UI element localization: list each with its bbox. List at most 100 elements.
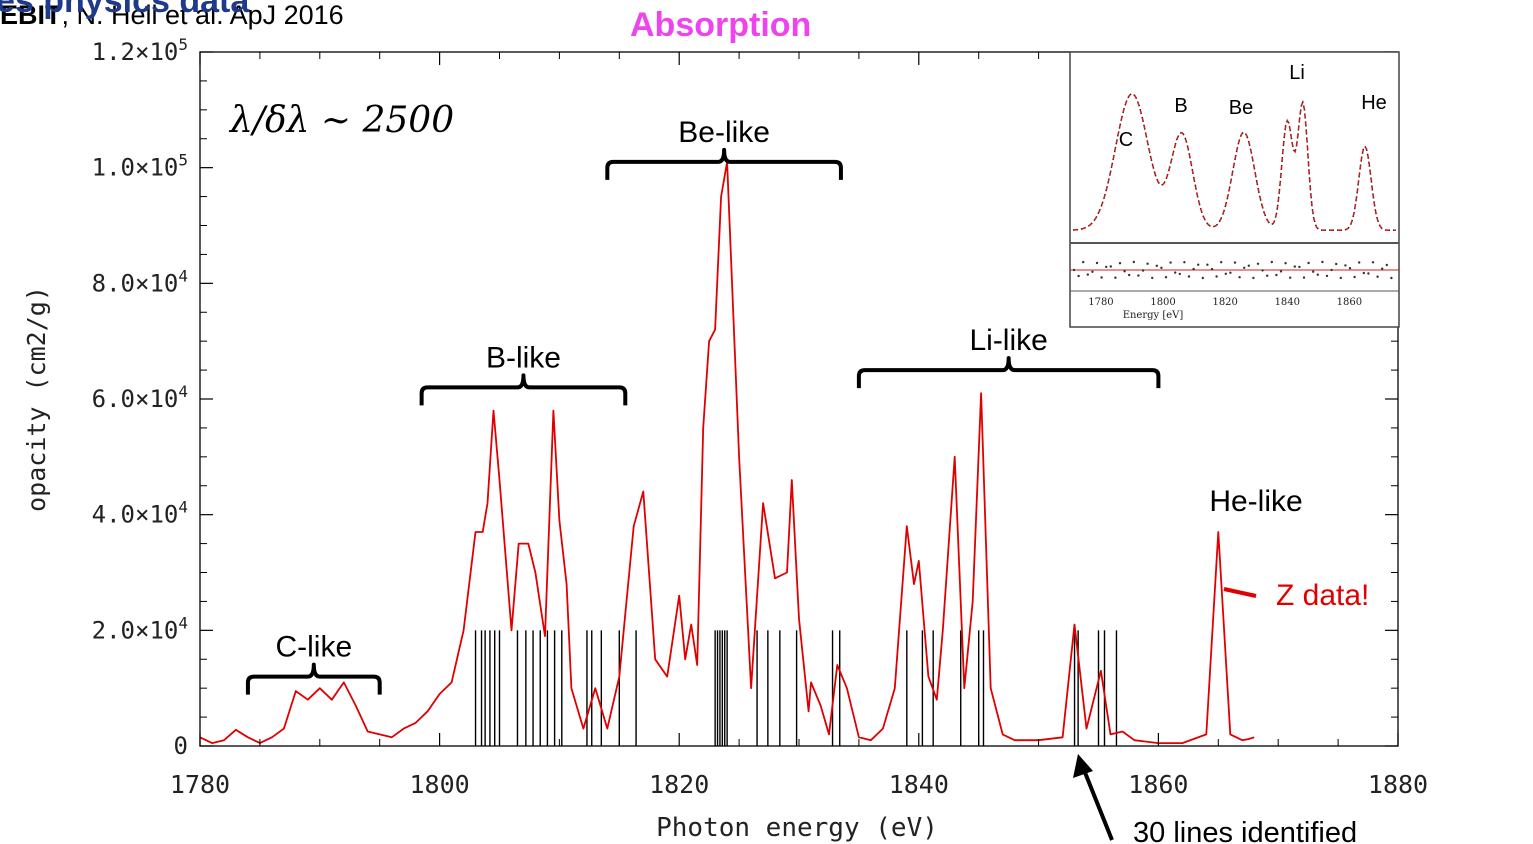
inset-residual-point [1367, 272, 1370, 275]
inset-residual-point [1123, 270, 1126, 273]
inset-residual-point [1210, 267, 1214, 271]
y-tick-label: 8.0×104 [92, 266, 188, 297]
y-tick-label: 6.0×104 [92, 382, 188, 413]
ion-bracket [419, 373, 628, 406]
inset-residual-point [1187, 275, 1191, 278]
inset-peak-label: B [1174, 95, 1187, 117]
inset-residual-point [1385, 263, 1389, 267]
inset-residual-point [1155, 264, 1159, 267]
inset-residual-point [1243, 266, 1246, 269]
inset-residual-point [1077, 274, 1080, 278]
inset-residual-point [1266, 274, 1269, 277]
inset-residual-point [1362, 271, 1366, 275]
inset-residual-point [1197, 263, 1200, 266]
inset-residual-point [1321, 260, 1324, 264]
inset-residual-point [1086, 273, 1090, 276]
inset-residual-point [1335, 262, 1338, 266]
x-tick-label: 1840 [889, 770, 949, 799]
y-tick-label: 1.2×105 [92, 35, 188, 66]
inset-residual-point [1325, 274, 1329, 278]
inset-residual-point [1381, 267, 1384, 270]
y-tick-label: 4.0×104 [92, 498, 188, 529]
slide-heading: es physics data [0, 0, 250, 20]
inset-residual-point [1146, 262, 1149, 265]
ion-bracket-label: Be-like [678, 116, 770, 149]
inset-residual-point [1256, 262, 1260, 265]
inset-residual-point [1151, 276, 1154, 280]
inset-residual-point [1312, 270, 1315, 273]
inset-residual-point [1118, 262, 1122, 265]
inset-residual-point [1330, 268, 1333, 272]
inset-residual-point [1390, 276, 1393, 280]
inset-residual-point [1091, 270, 1094, 273]
inset-residual-point [1100, 276, 1103, 279]
citation-source: EBIT [0, 0, 62, 30]
inset-residual-point [1233, 261, 1237, 264]
inset-residual-point [1316, 273, 1320, 276]
inset-residual-point [1284, 262, 1287, 265]
inset-residual-point [1344, 264, 1347, 267]
inset-residual-point [1348, 267, 1352, 270]
citation-reference: , N. Hell et al. ApJ 2016 [61, 0, 344, 30]
inset-residual-point [1132, 260, 1136, 264]
inset-residual-point [1192, 267, 1195, 271]
inset-residual-point [1252, 276, 1255, 280]
inset-residual-point [1072, 268, 1076, 272]
x-axis-label: Photon energy (eV) [656, 813, 938, 843]
inset-residual-point [1247, 264, 1251, 267]
inset-residual-point [1215, 275, 1218, 278]
lines-identified-arrow [1082, 769, 1114, 841]
inset-residual-point [1174, 271, 1177, 274]
inset-residual-point [1141, 269, 1145, 272]
inset-residual-point [1169, 261, 1172, 264]
inset-x-tick-label: 1780 [1088, 297, 1113, 308]
ion-bracket-label: Li-like [969, 324, 1047, 357]
inset-x-axis-label: Energy [eV] [1123, 310, 1184, 321]
x-tick-label: 1780 [170, 770, 230, 799]
inset-residual-point [1137, 274, 1140, 277]
ion-bracket [856, 356, 1161, 389]
inset-residual-point [1178, 272, 1182, 276]
inset-residual-point [1160, 266, 1163, 269]
inset-residual-point [1183, 261, 1186, 264]
inset-residual-point [1201, 276, 1205, 280]
inset-residual-point [1229, 271, 1232, 274]
ion-bracket-label: B-like [486, 341, 561, 374]
y-tick-label: 0 [174, 732, 188, 760]
inset-residual-point [1105, 265, 1108, 269]
inset-residual-point [1376, 275, 1379, 278]
y-tick-label: 1.0×105 [92, 151, 188, 182]
inset-x-tick-label: 1860 [1337, 297, 1362, 308]
y-tick-label: 2.0×104 [92, 613, 188, 644]
z-data-pointer [1223, 587, 1257, 598]
inset-residual-point [1275, 273, 1278, 277]
inset-peak-label: He [1361, 92, 1387, 114]
lines-identified-label: 30 lines identified [1133, 817, 1357, 844]
inset-residual-point [1298, 265, 1301, 269]
he-like-label: He-like [1209, 485, 1302, 518]
inset-residual-point [1353, 275, 1356, 279]
inset-residual-point [1293, 265, 1297, 268]
inset-residual-point [1224, 272, 1228, 275]
inset-peak-label: C [1119, 129, 1133, 151]
ion-bracket [605, 147, 843, 180]
inset-residual-point [1270, 260, 1274, 264]
inset-residual-point [1220, 261, 1223, 264]
ion-bracket-label: C-like [275, 631, 352, 664]
z-data-label: Z data! [1276, 579, 1369, 612]
inset-frame [1069, 51, 1400, 328]
inset-x-tick-label: 1820 [1212, 297, 1237, 308]
inset-x-tick-label: 1800 [1150, 297, 1175, 308]
absorption-title: Absorption [630, 6, 812, 44]
inset-residual-point [1307, 261, 1310, 265]
inset-residual-point [1358, 261, 1361, 264]
inset-peak-label: Be [1229, 97, 1253, 119]
y-axis-label: opacity (cm2/g) [22, 286, 51, 512]
inset-residual-point [1339, 276, 1343, 280]
inset-residual-point [1095, 261, 1099, 265]
inset-peak-label: Li [1289, 62, 1305, 84]
x-tick-label: 1860 [1128, 770, 1188, 799]
inset-residual-point [1238, 276, 1241, 279]
